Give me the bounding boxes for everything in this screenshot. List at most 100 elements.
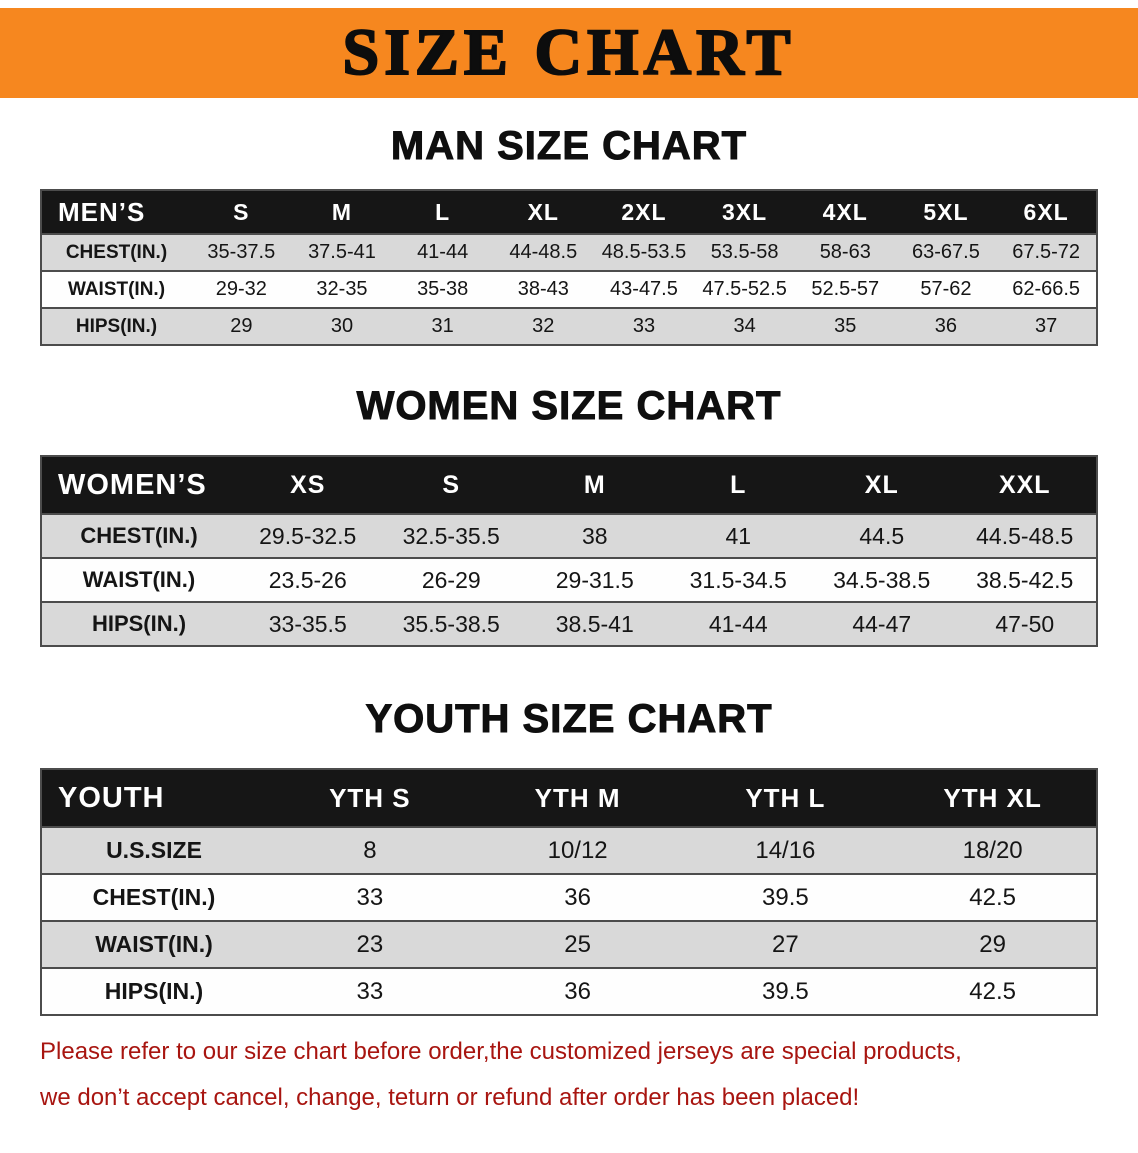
measurement-value: 38.5-42.5	[953, 558, 1097, 602]
size-chart-sections: MAN SIZE CHART MEN’S S M L XL 2XL 3XL 4XL 5XL 6XL C…	[0, 124, 1138, 1016]
men-size-chart-section: MAN SIZE CHART MEN’S S M L XL 2XL 3XL 4XL 5XL 6XL C…	[0, 124, 1138, 346]
header-row: WOMEN’S XS S M L XL XXL	[41, 456, 1097, 514]
size-column-header: L	[392, 190, 493, 234]
group-label: YOUTH	[41, 769, 266, 827]
size-column-header: YTH M	[473, 769, 682, 827]
measurement-value: 36	[473, 874, 682, 921]
measurement-value: 57-62	[895, 271, 997, 308]
measurement-value: 44.5	[810, 514, 954, 558]
size-column-header: XS	[236, 456, 380, 514]
measurement-row: CHEST(IN.) 33 36 39.5 42.5	[41, 874, 1097, 921]
measurement-value: 29-32	[191, 271, 292, 308]
youth-section-heading: YOUTH SIZE CHART	[365, 697, 773, 742]
measurement-label: WAIST(IN.)	[41, 271, 191, 308]
measurement-value: 35.5-38.5	[379, 602, 523, 646]
header-row: YOUTH YTH S YTH M YTH L YTH XL	[41, 769, 1097, 827]
measurement-label: HIPS(IN.)	[41, 602, 236, 646]
women-section-heading: WOMEN SIZE CHART	[356, 384, 782, 429]
page-title: SIZE CHART	[342, 15, 796, 90]
size-column-header: M	[291, 190, 393, 234]
measurement-row: WAIST(IN.) 29-32 32-35 35-38 38-43 43-47.5 47.…	[41, 271, 1097, 308]
measurement-value: 25	[473, 921, 682, 968]
size-column-header: 5XL	[895, 190, 997, 234]
measurement-value: 41	[666, 514, 810, 558]
measurement-value: 44-48.5	[492, 234, 594, 271]
measurement-label: CHEST(IN.)	[41, 234, 191, 271]
measurement-label: HIPS(IN.)	[41, 968, 266, 1015]
measurement-value: 67.5-72	[996, 234, 1097, 271]
measurement-value: 33	[593, 308, 695, 345]
measurement-row: CHEST(IN.) 35-37.5 37.5-41 41-44 44-48.5 48.5…	[41, 234, 1097, 271]
measurement-value: 44.5-48.5	[953, 514, 1097, 558]
men-size-table: MEN’S S M L XL 2XL 3XL 4XL 5XL 6XL CHEST(IN.) 35-37…	[40, 189, 1098, 346]
measurement-value: 27	[681, 921, 890, 968]
size-column-header: S	[379, 456, 523, 514]
measurement-value: 23	[266, 921, 474, 968]
measurement-value: 14/16	[681, 827, 890, 874]
measurement-value: 32	[492, 308, 594, 345]
size-column-header: YTH L	[681, 769, 890, 827]
measurement-value: 48.5-53.5	[593, 234, 695, 271]
women-size-table: WOMEN’S XS S M L XL XXL CHEST(IN.) 29.5-32.5 32.5…	[40, 455, 1098, 647]
size-column-header: XL	[810, 456, 954, 514]
measurement-value: 32.5-35.5	[379, 514, 523, 558]
measurement-value: 37	[996, 308, 1097, 345]
size-column-header: M	[523, 456, 667, 514]
measurement-value: 33-35.5	[236, 602, 380, 646]
measurement-value: 42.5	[889, 874, 1097, 921]
measurement-value: 29.5-32.5	[236, 514, 380, 558]
measurement-value: 38	[523, 514, 667, 558]
youth-size-chart-section: YOUTH SIZE CHART YOUTH YTH S YTH M YTH L YTH …	[0, 697, 1138, 1016]
measurement-value: 58-63	[794, 234, 896, 271]
measurement-value: 31.5-34.5	[666, 558, 810, 602]
disclaimer: Please refer to our size chart before or…	[0, 1016, 1138, 1153]
women-size-chart-section: WOMEN SIZE CHART WOMEN’S XS S M L XL XXL CHEST(I…	[0, 384, 1138, 647]
measurement-value: 29	[191, 308, 292, 345]
measurement-value: 42.5	[889, 968, 1097, 1015]
measurement-value: 35-38	[392, 271, 493, 308]
measurement-value: 30	[291, 308, 393, 345]
measurement-row: WAIST(IN.) 23 25 27 29	[41, 921, 1097, 968]
measurement-value: 62-66.5	[996, 271, 1097, 308]
size-column-header: L	[666, 456, 810, 514]
disclaimer-line-2: we don’t accept cancel, change, teturn o…	[40, 1084, 860, 1112]
measurement-value: 38-43	[492, 271, 594, 308]
size-column-header: 2XL	[593, 190, 695, 234]
measurement-value: 31	[392, 308, 493, 345]
measurement-row: HIPS(IN.) 33 36 39.5 42.5	[41, 968, 1097, 1015]
group-label: MEN’S	[41, 190, 191, 234]
disclaimer-line-1: Please refer to our size chart before or…	[40, 1038, 962, 1065]
measurement-value: 10/12	[473, 827, 682, 874]
group-label: WOMEN’S	[41, 456, 236, 514]
size-column-header: YTH S	[266, 769, 474, 827]
measurement-value: 44-47	[810, 602, 954, 646]
measurement-value: 35-37.5	[191, 234, 292, 271]
measurement-row: HIPS(IN.) 33-35.5 35.5-38.5 38.5-41 41-44 44-…	[41, 602, 1097, 646]
youth-size-table: YOUTH YTH S YTH M YTH L YTH XL U.S.SIZE 8 10/12…	[40, 768, 1098, 1016]
measurement-value: 36	[473, 968, 682, 1015]
measurement-value: 23.5-26	[236, 558, 380, 602]
measurement-value: 39.5	[681, 874, 890, 921]
measurement-row: WAIST(IN.) 23.5-26 26-29 29-31.5 31.5-34.5 34…	[41, 558, 1097, 602]
measurement-value: 33	[266, 874, 474, 921]
measurement-value: 33	[266, 968, 474, 1015]
measurement-value: 63-67.5	[895, 234, 997, 271]
size-column-header: 3XL	[694, 190, 795, 234]
measurement-value: 26-29	[379, 558, 523, 602]
title-banner: SIZE CHART	[0, 8, 1138, 98]
measurement-value: 52.5-57	[794, 271, 896, 308]
measurement-row: HIPS(IN.) 29 30 31 32 33 34 35 36 37	[41, 308, 1097, 345]
measurement-row: CHEST(IN.) 29.5-32.5 32.5-35.5 38 41 44.5 44.5…	[41, 514, 1097, 558]
measurement-row: U.S.SIZE 8 10/12 14/16 18/20	[41, 827, 1097, 874]
measurement-label: HIPS(IN.)	[41, 308, 191, 345]
measurement-value: 29-31.5	[523, 558, 667, 602]
measurement-value: 32-35	[291, 271, 393, 308]
measurement-value: 47-50	[953, 602, 1097, 646]
size-column-header: XXL	[953, 456, 1097, 514]
size-column-header: 6XL	[996, 190, 1097, 234]
measurement-value: 29	[889, 921, 1097, 968]
measurement-label: WAIST(IN.)	[41, 921, 266, 968]
measurement-label: CHEST(IN.)	[41, 514, 236, 558]
measurement-value: 36	[895, 308, 997, 345]
